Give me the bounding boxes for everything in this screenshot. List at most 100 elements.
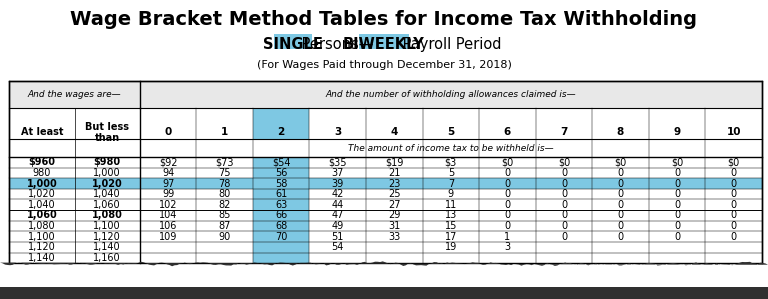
Text: 0: 0	[730, 189, 737, 199]
Text: 4: 4	[391, 127, 398, 137]
Text: $54: $54	[272, 157, 290, 167]
Bar	[9, 81, 762, 263]
Bar	[0, 287, 768, 299]
Text: But less
than: But less than	[85, 121, 129, 143]
Bar	[253, 221, 310, 231]
Text: $0: $0	[614, 157, 627, 167]
Text: 0: 0	[674, 221, 680, 231]
Text: 1,040: 1,040	[28, 200, 56, 210]
Text: 58: 58	[275, 179, 287, 188]
Text: 0: 0	[617, 189, 624, 199]
Text: 1,080: 1,080	[28, 221, 56, 231]
Text: 0: 0	[617, 210, 624, 220]
Text: 19: 19	[445, 242, 457, 252]
Bar	[359, 34, 409, 49]
Text: 0: 0	[505, 168, 511, 178]
Bar	[9, 81, 762, 263]
Text: 1,120: 1,120	[93, 232, 121, 242]
Text: $92: $92	[159, 157, 177, 167]
Text: 0: 0	[674, 200, 680, 210]
Text: 94: 94	[162, 168, 174, 178]
Text: 9: 9	[674, 127, 680, 137]
Text: 47: 47	[332, 210, 344, 220]
Text: 15: 15	[445, 221, 457, 231]
Text: 1,000: 1,000	[94, 168, 121, 178]
Text: $980: $980	[94, 157, 121, 167]
Text: 0: 0	[730, 179, 737, 188]
Bar	[253, 231, 310, 242]
Text: 1,140: 1,140	[28, 253, 56, 263]
Text: Wage Bracket Method Tables for Income Tax Withholding: Wage Bracket Method Tables for Income Ta…	[71, 10, 697, 30]
Text: 10: 10	[727, 127, 741, 137]
Text: 0: 0	[617, 221, 624, 231]
Text: 0: 0	[505, 179, 511, 188]
Bar	[9, 178, 762, 189]
Bar	[253, 210, 310, 221]
Bar	[253, 167, 310, 178]
Text: 0: 0	[561, 200, 567, 210]
Text: 23: 23	[388, 179, 400, 188]
Bar	[9, 81, 762, 108]
Text: 1,140: 1,140	[94, 242, 121, 252]
Text: 61: 61	[275, 189, 287, 199]
Text: 33: 33	[388, 232, 400, 242]
Text: 68: 68	[275, 221, 287, 231]
Text: $0: $0	[558, 157, 570, 167]
Text: 3: 3	[334, 127, 341, 137]
Text: And the wages are—: And the wages are—	[28, 90, 121, 99]
Text: 54: 54	[332, 242, 344, 252]
Text: 0: 0	[505, 200, 511, 210]
Text: 980: 980	[33, 168, 51, 178]
Text: 0: 0	[561, 179, 567, 188]
Text: 0: 0	[730, 200, 737, 210]
Text: 1,020: 1,020	[92, 179, 123, 188]
Text: 49: 49	[332, 221, 344, 231]
Text: $35: $35	[329, 157, 347, 167]
Text: 102: 102	[159, 200, 177, 210]
Bar	[253, 189, 310, 199]
Text: 0: 0	[164, 127, 172, 137]
Text: 0: 0	[674, 179, 680, 188]
Text: 44: 44	[332, 200, 344, 210]
Text: 99: 99	[162, 189, 174, 199]
Text: 0: 0	[674, 232, 680, 242]
Text: 0: 0	[561, 189, 567, 199]
Text: 0: 0	[674, 210, 680, 220]
Text: 8: 8	[617, 127, 624, 137]
Text: 90: 90	[219, 232, 230, 242]
Text: 0: 0	[730, 210, 737, 220]
Text: SINGLE: SINGLE	[263, 37, 323, 52]
Text: 0: 0	[561, 221, 567, 231]
Text: 9: 9	[448, 189, 454, 199]
Text: $960: $960	[28, 157, 55, 167]
Text: BIWEEKLY: BIWEEKLY	[343, 37, 425, 52]
Text: 0: 0	[561, 168, 567, 178]
Text: 25: 25	[388, 189, 401, 199]
Text: 5: 5	[448, 168, 454, 178]
Text: 6: 6	[504, 127, 511, 137]
Text: $19: $19	[385, 157, 403, 167]
Text: 1,080: 1,080	[91, 210, 123, 220]
Text: 80: 80	[219, 189, 230, 199]
Text: At least: At least	[21, 127, 63, 137]
Text: 106: 106	[159, 221, 177, 231]
Text: 1: 1	[505, 232, 511, 242]
Text: 0: 0	[730, 232, 737, 242]
Text: 0: 0	[561, 232, 567, 242]
Text: 0: 0	[505, 189, 511, 199]
Bar	[253, 199, 310, 210]
Text: 0: 0	[730, 221, 737, 231]
Text: (For Wages Paid through December 31, 2018): (For Wages Paid through December 31, 201…	[257, 60, 511, 70]
Text: 70: 70	[275, 232, 287, 242]
Text: 1,100: 1,100	[28, 232, 56, 242]
Text: 75: 75	[218, 168, 231, 178]
Text: 37: 37	[332, 168, 344, 178]
Text: 0: 0	[617, 232, 624, 242]
Text: 87: 87	[218, 221, 231, 231]
Text: 1,100: 1,100	[94, 221, 121, 231]
Text: 0: 0	[674, 189, 680, 199]
Text: 11: 11	[445, 200, 457, 210]
Bar	[273, 34, 313, 49]
Text: 66: 66	[275, 210, 287, 220]
Text: 1,060: 1,060	[26, 210, 58, 220]
